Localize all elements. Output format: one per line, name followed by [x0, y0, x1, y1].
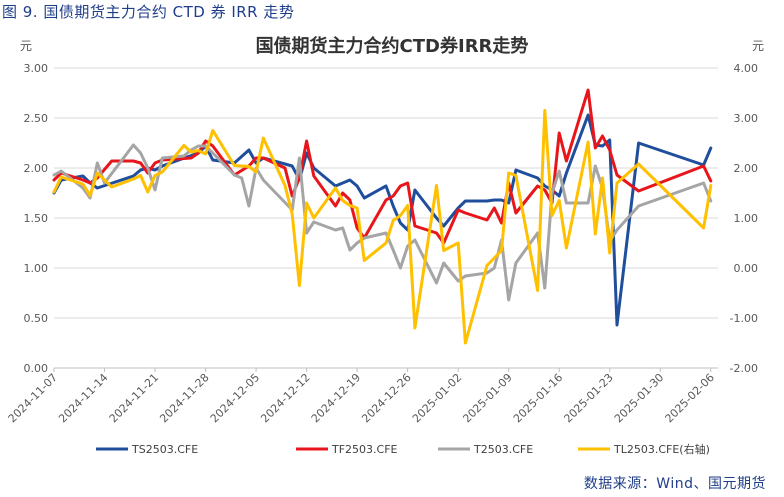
- right-y-tick-label: 1.00: [734, 212, 759, 225]
- left-y-tick-label: 0.00: [24, 362, 49, 375]
- chart: 国债期货主力合约CTD券IRR走势 元 元 0.00 0.50 1.00 1.50 2.…: [6, 35, 764, 456]
- left-y-tick-label: 2.00: [24, 162, 49, 175]
- x-tick-label: 2025-01-02: [410, 371, 464, 425]
- right-y-tick-label: 4.00: [734, 62, 759, 75]
- x-tick-label: 2025-02-06: [663, 371, 717, 425]
- x-tick-labels: 2024-11-072024-11-142024-11-212024-11-28…: [6, 368, 717, 425]
- left-y-tick-labels: 0.00 0.50 1.00 1.50 2.00 2.50 3.00: [24, 62, 49, 375]
- x-tick-label: 2025-01-30: [612, 371, 666, 425]
- legend-label: TF2503.CFE: [331, 443, 398, 456]
- x-tick-label: 2025-01-16: [511, 371, 565, 425]
- left-y-tick-label: 2.50: [24, 112, 49, 125]
- x-tick-label: 2024-12-12: [258, 371, 312, 425]
- legend: TS2503.CFE TF2503.CFE T2503.CFE TL2503.CFE(…: [96, 442, 710, 456]
- x-tick-label: 2024-11-07: [6, 371, 60, 425]
- x-tick-label: 2025-01-23: [561, 371, 615, 425]
- right-y-tick-label: -2.00: [730, 362, 758, 375]
- x-tick-label: 2025-01-09: [460, 371, 514, 425]
- series-line-tl2503-cfe-: [52, 109, 713, 345]
- right-y-tick-label: 3.00: [734, 112, 759, 125]
- x-tick-label: 2024-12-19: [309, 371, 363, 425]
- figure-caption: 图 9. 国债期货主力合约 CTD 券 IRR 走势: [2, 3, 295, 21]
- left-y-tick-label: 1.50: [24, 212, 49, 225]
- right-y-tick-label: 2.00: [734, 162, 759, 175]
- legend-label: TL2503.CFE(右轴): [613, 442, 710, 456]
- left-y-tick-label: 3.00: [24, 62, 49, 75]
- x-tick-label: 2024-11-21: [107, 371, 161, 425]
- x-tick-label: 2024-11-28: [157, 371, 211, 425]
- gridlines: [54, 67, 718, 319]
- source-note: 数据来源：Wind、国元期货: [583, 476, 766, 492]
- series-lines: [52, 88, 713, 345]
- x-tick-label: 2024-11-14: [56, 371, 110, 425]
- legend-label: TS2503.CFE: [131, 443, 198, 456]
- x-tick-label: 2024-12-26: [359, 371, 413, 425]
- left-y-tick-label: 1.00: [24, 262, 49, 275]
- chart-title: 国债期货主力合约CTD券IRR走势: [256, 35, 529, 57]
- right-y-tick-label: 0.00: [734, 262, 759, 275]
- x-tick-label: 2024-12-05: [208, 371, 262, 425]
- legend-label: T2503.CFE: [473, 443, 533, 456]
- left-axis-unit: 元: [20, 39, 32, 53]
- series-line-t2503-cfe: [52, 143, 713, 302]
- right-y-tick-label: -1.00: [730, 312, 758, 325]
- right-axis-unit: 元: [752, 39, 764, 53]
- right-y-tick-labels: -2.00 -1.00 0.00 1.00 2.00 3.00 4.00: [730, 62, 758, 375]
- left-y-tick-label: 0.50: [24, 312, 49, 325]
